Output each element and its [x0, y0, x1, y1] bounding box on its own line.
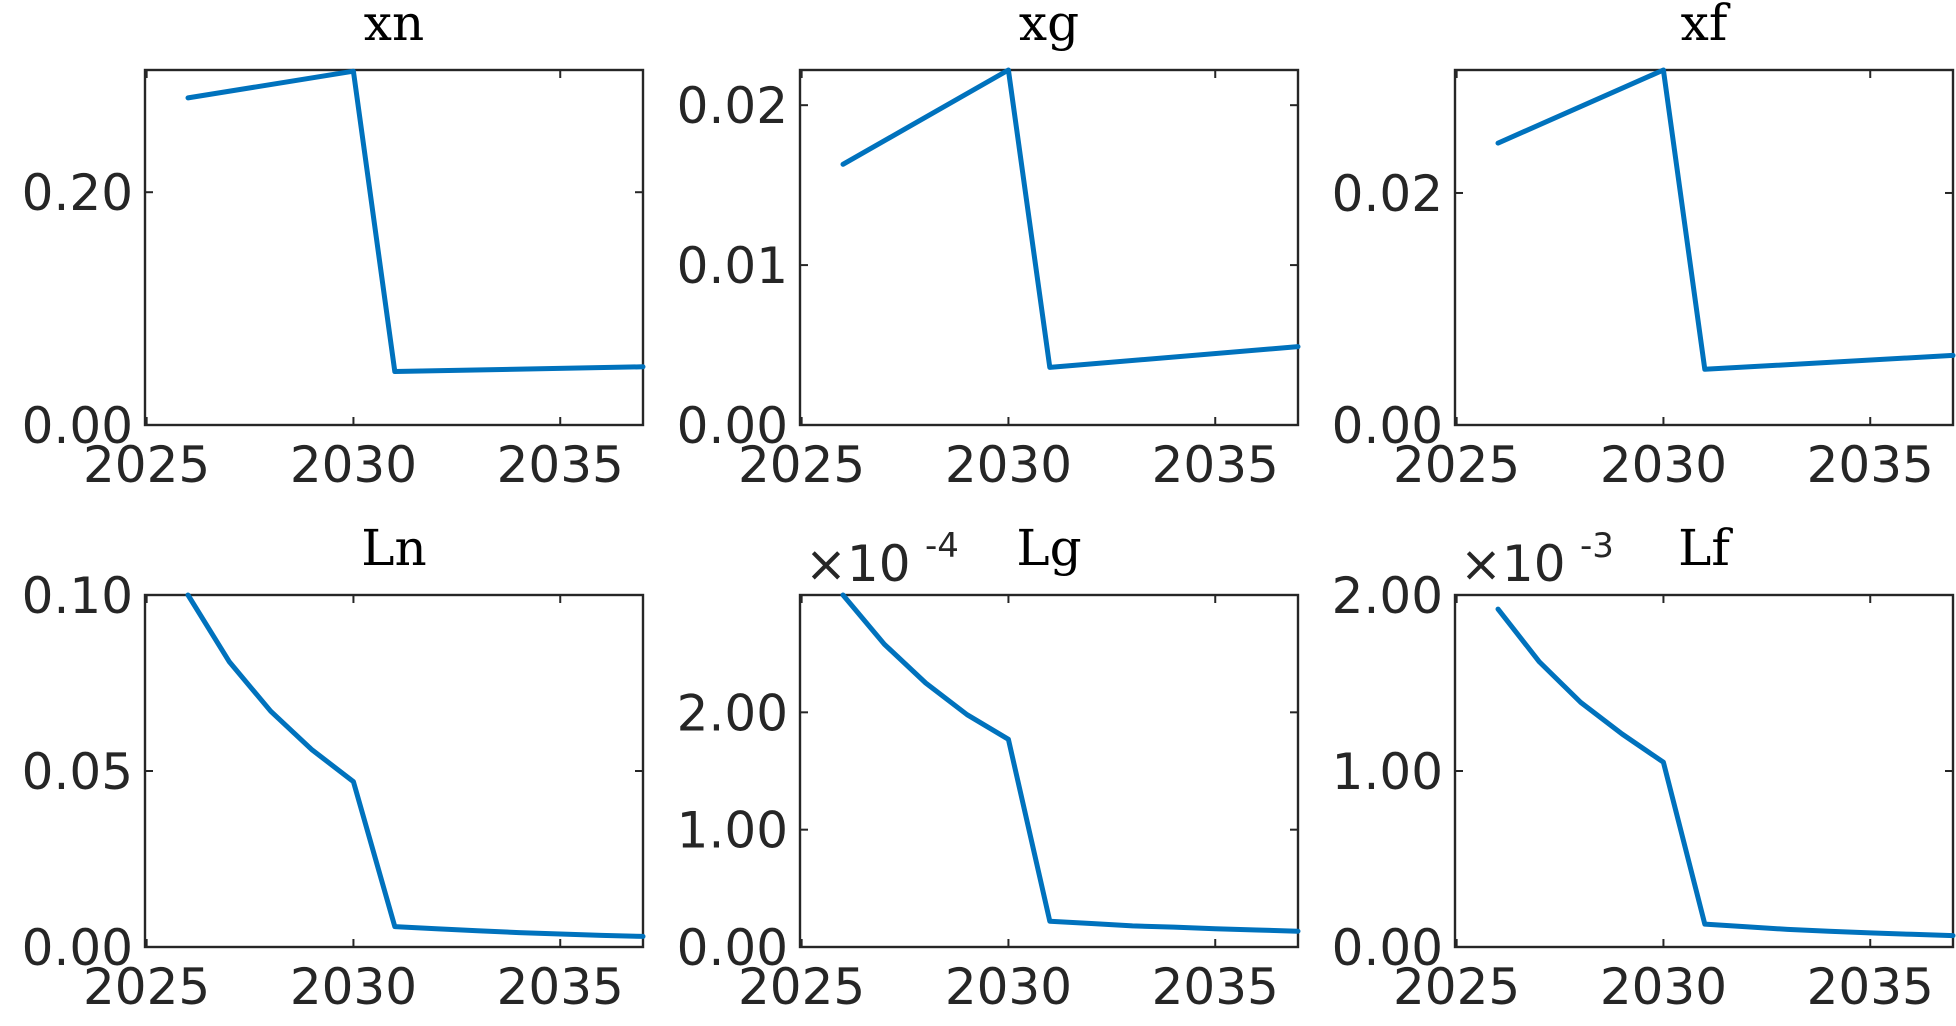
panel-title: xf: [1681, 0, 1731, 52]
y-tick-label: 0.10: [22, 567, 133, 625]
panel-lf: 2025 2030 2035 0.00 1.00 2.00 Lf ×10 -3: [1332, 519, 1956, 1016]
y-tick-label: 0.00: [22, 919, 133, 977]
x-tick-label: 2025: [1393, 436, 1520, 494]
axes-box: [798, 68, 1300, 427]
x-tick-label: 2030: [1600, 958, 1727, 1016]
y-tick-label: 2.00: [1332, 567, 1443, 625]
panel-title: Lf: [1678, 519, 1733, 577]
panel-xn: 2025 2030 2035 0.00 0.20 xn: [22, 0, 646, 494]
x-tick-label: 2030: [945, 436, 1072, 494]
y-tick-label: 0.00: [1332, 397, 1443, 455]
x-tick-label: 2025: [738, 958, 865, 1016]
x-tick-label: 2030: [290, 958, 417, 1016]
x-tick-label: 2025: [83, 436, 210, 494]
x-tick-label: 2025: [83, 958, 210, 1016]
y-tick-label: 2.00: [677, 684, 788, 742]
series-line: [185, 68, 646, 374]
panel-xf: 2025 2030 2035 0.00 0.02 xf: [1332, 0, 1956, 494]
y-tick-label: 0.02: [1332, 165, 1443, 223]
axis-exponent: ×10: [805, 535, 911, 593]
y-tick-label: 0.20: [22, 164, 133, 222]
panel-title: Ln: [361, 519, 426, 577]
y-tick-label: 1.00: [677, 802, 788, 860]
y-tick-label: 1.00: [1332, 743, 1443, 801]
axes-box: [798, 593, 1300, 949]
series-line: [840, 67, 1301, 370]
axes-box: [1453, 68, 1955, 427]
x-tick-label: 2035: [1807, 436, 1934, 494]
x-tick-label: 2035: [497, 958, 624, 1016]
series-line: [185, 592, 646, 939]
x-tick-label: 2035: [1152, 958, 1279, 1016]
y-tick-label: 0.05: [22, 743, 133, 801]
y-tick-label: 0.00: [1332, 919, 1443, 977]
axis-exponent-power: -3: [1580, 526, 1614, 566]
axis-exponent: ×10: [1460, 535, 1566, 593]
panel-title: Lg: [1016, 519, 1081, 577]
series-line: [1495, 606, 1956, 939]
axes-box: [143, 68, 645, 427]
series-line: [1495, 67, 1956, 372]
x-tick-label: 2030: [290, 436, 417, 494]
x-tick-label: 2025: [1393, 958, 1520, 1016]
y-tick-label: 0.00: [22, 397, 133, 455]
x-tick-label: 2030: [945, 958, 1072, 1016]
x-tick-label: 2035: [1807, 958, 1934, 1016]
axis-exponent-power: -4: [925, 526, 959, 566]
y-tick-label: 0.00: [677, 397, 788, 455]
panel-title: xn: [364, 0, 424, 52]
panel-lg: 2025 2030 2035 0.00 1.00 2.00 Lg ×10 -4: [677, 519, 1301, 1016]
x-tick-label: 2035: [1152, 436, 1279, 494]
series-line: [840, 592, 1301, 934]
panel-ln: 2025 2030 2035 0.00 0.05 0.10 Ln: [22, 519, 646, 1016]
x-tick-label: 2030: [1600, 436, 1727, 494]
panel-title: xg: [1019, 0, 1079, 52]
y-tick-label: 0.01: [677, 237, 788, 295]
panel-xg: 2025 2030 2035 0.00 0.01 0.02 xg: [677, 0, 1301, 494]
x-tick-label: 2025: [738, 436, 865, 494]
y-tick-label: 0.00: [677, 919, 788, 977]
x-tick-label: 2035: [497, 436, 624, 494]
y-tick-label: 0.02: [677, 77, 788, 135]
